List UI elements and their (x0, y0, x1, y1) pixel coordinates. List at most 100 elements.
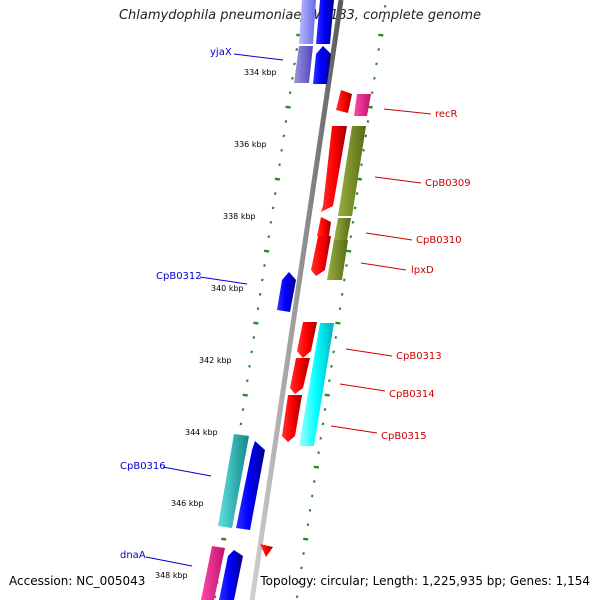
tick-mark (285, 105, 291, 109)
accession-text: Accession: NC_005043 (9, 574, 146, 588)
tick-mark (300, 566, 303, 570)
tick-mark (370, 91, 374, 95)
tick-mark (366, 120, 370, 123)
gene-label-CpB0316: CpB0316 (120, 461, 166, 472)
tick-mark (327, 379, 331, 383)
gene-leader-line (162, 466, 212, 477)
map-title: Chlamydophila pneumoniae TW-183, complet… (118, 8, 482, 23)
tick-mark (355, 192, 359, 195)
tick-mark (338, 307, 342, 311)
tick-mark (351, 220, 355, 224)
tick-mark (319, 436, 323, 440)
gene-label-CpB0310: CpB0310 (416, 235, 462, 246)
kbp-label: 340 kbp (211, 284, 244, 293)
gene-leader-line (374, 176, 422, 184)
kbp-label: 336 kbp (234, 140, 267, 149)
tick-mark (291, 76, 294, 80)
tick-mark (360, 163, 363, 167)
gene-arrow-CpB0314-red (290, 358, 310, 394)
tick-mark (334, 336, 338, 339)
tick-mark (248, 364, 251, 368)
gene-leader-line (360, 262, 407, 271)
tick-mark (303, 537, 309, 541)
gene-label-CpB0314: CpB0314 (389, 389, 435, 400)
kbp-label: 342 kbp (199, 356, 232, 365)
tick-mark (263, 249, 270, 253)
tick-mark (342, 278, 346, 282)
gene-arrow-CpB0309-olive (338, 126, 366, 216)
kbp-label: 348 kbp (155, 571, 188, 580)
tick-mark (310, 494, 314, 498)
topology-text: Topology: circular; Length: 1,225,935 bp… (260, 574, 590, 588)
gene-leader-line (233, 53, 284, 61)
tick-mark (278, 163, 281, 167)
tick-mark (377, 48, 381, 51)
kbp-labels: 334 kbp 336 kbp 338 kbp 340 kbp 342 kbp 344 k… (155, 68, 277, 580)
gene-arrow-pink (354, 94, 371, 116)
gene-arrow-CpB0313-red (297, 322, 317, 358)
tick-mark (297, 580, 301, 584)
gene-label-recR: recR (435, 109, 458, 120)
tick-mark (317, 451, 320, 455)
tick-mark (332, 350, 335, 354)
tick-mark (250, 350, 253, 354)
kbp-label: 338 kbp (223, 212, 256, 221)
tick-mark (345, 264, 348, 267)
gene-label-CpB0312: CpB0312 (156, 271, 202, 282)
tick-mark (313, 465, 320, 469)
kbp-label: 344 kbp (185, 428, 218, 437)
tick-mark (375, 62, 378, 66)
tick-mark (373, 76, 376, 80)
tick-mark (364, 134, 368, 138)
tick-mark (345, 249, 352, 253)
tick-mark (381, 19, 385, 23)
gene-arrow-recR (336, 90, 352, 113)
tick-mark (378, 33, 384, 37)
tick-mark (282, 134, 286, 138)
tick-mark (330, 364, 333, 368)
tick-mark (260, 278, 264, 282)
gene-leader-line (145, 556, 193, 567)
gene-leader-line (199, 276, 248, 285)
gene-arrow-yjaX (294, 46, 313, 83)
gene-arrow-CpB0312 (277, 272, 296, 312)
tick-mark (321, 422, 325, 426)
tick-mark (273, 192, 277, 195)
gene-label-yjaX: yjaX (210, 47, 232, 58)
gene-arrow-dnaA-pink (201, 546, 225, 600)
tick-mark (242, 393, 248, 397)
gene-label-CpB0315: CpB0315 (381, 431, 427, 442)
tick-mark (256, 307, 260, 311)
tick-mark (323, 408, 327, 411)
tick-mark (263, 264, 266, 267)
tick-mark (284, 120, 288, 123)
gene-leader-line (339, 383, 386, 392)
gene-arrow-top-blue (316, 0, 334, 44)
tick-mark (274, 177, 281, 181)
genome-backbone (249, 0, 344, 600)
tick-mark (353, 206, 357, 210)
tick-mark (306, 523, 310, 527)
gene-leader-line (383, 108, 432, 115)
tick-mark (335, 321, 341, 325)
tick-mark (288, 91, 292, 95)
gene-arrow-lpxD-olive (327, 240, 348, 280)
gene-label-CpB0309: CpB0309 (425, 178, 471, 189)
gene-label-CpB0313: CpB0313 (396, 351, 442, 362)
gene-labels: yjaX recR CpB0309 CpB0310 lpxD CpB0312 CpB0313… (120, 47, 471, 567)
gene-arrow-dnaA-blue (219, 550, 243, 600)
gene-leader-line (330, 425, 378, 434)
gene-arrow-small-red (260, 544, 273, 557)
tick-mark (362, 148, 365, 152)
tick-mark (295, 48, 299, 51)
tick-mark (241, 408, 245, 411)
gene-label-lpxD: lpxD (411, 265, 434, 276)
tick-mark (349, 235, 353, 239)
gene-arrow-CpB0310-red (317, 217, 331, 236)
tick-mark (258, 292, 262, 296)
gene-leader-line (365, 232, 413, 241)
gene-arrows (201, 0, 371, 600)
tick-mark (312, 480, 316, 483)
tick-mark (324, 393, 330, 397)
